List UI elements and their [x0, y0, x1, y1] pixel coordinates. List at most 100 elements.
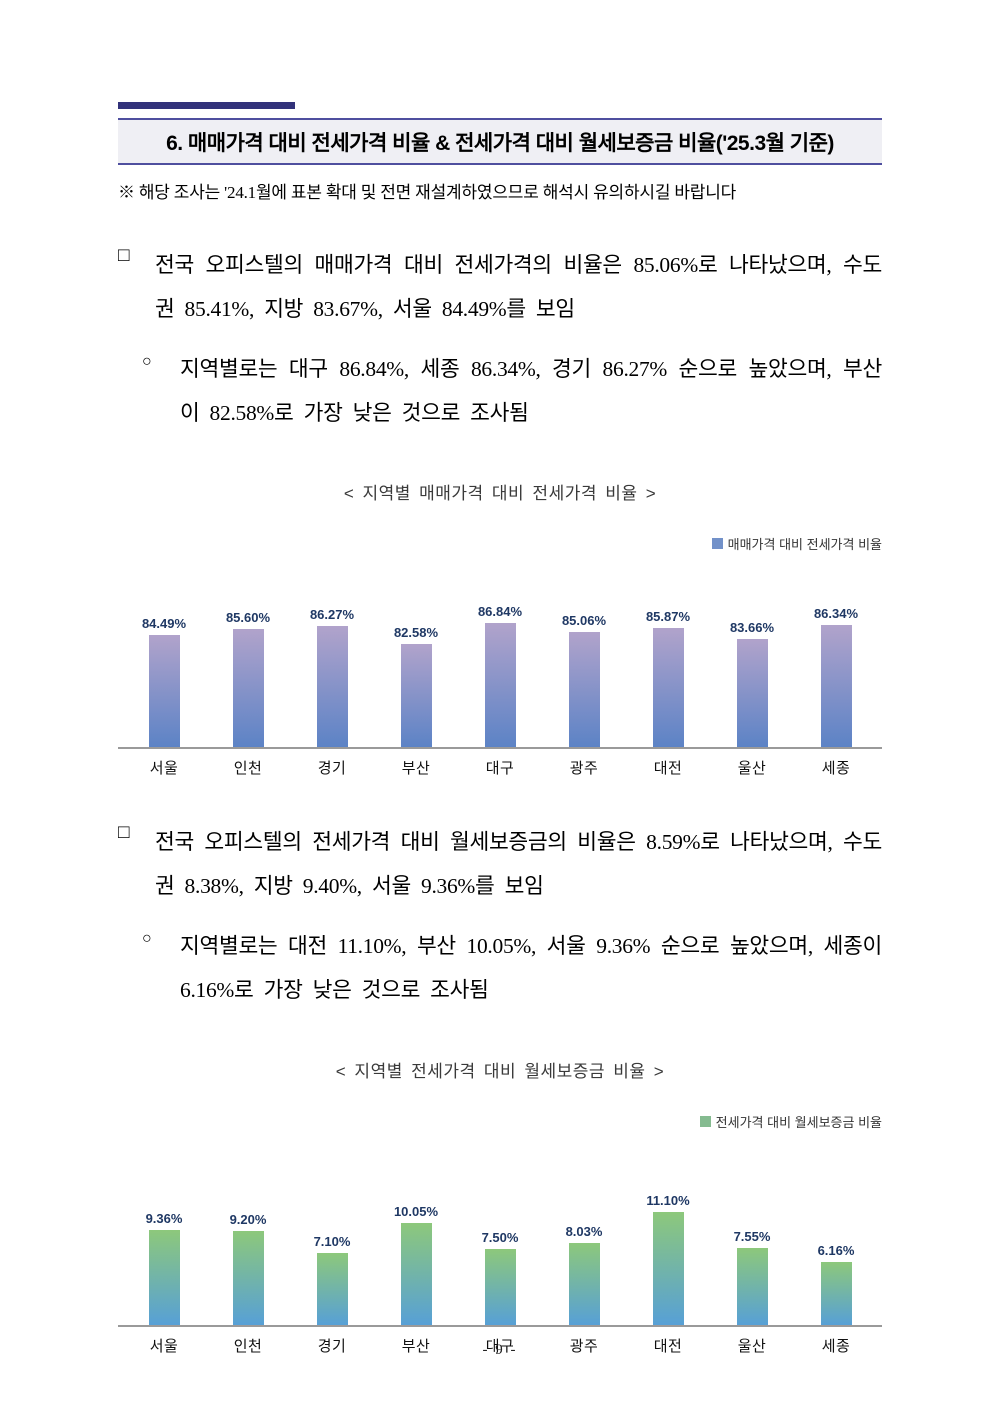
category-label: 울산: [737, 761, 767, 778]
category-label: 대전: [653, 761, 683, 778]
bar: [736, 639, 768, 748]
bar: [484, 1248, 516, 1325]
category-label: 부산: [401, 1338, 431, 1355]
bar: [400, 1222, 432, 1325]
circle-bullet-icon: ○: [142, 930, 152, 948]
x-axis-categories: 서울 인천 경기 부산 대구 광주 대전 울산 세종: [118, 1327, 882, 1356]
bar-column: 85.06%: [544, 613, 624, 748]
subparagraph-sale-vs-jeonse: ○ 지역별로는 대구 86.84%, 세종 86.34%, 경기 86.27% …: [118, 347, 882, 435]
category-label: 세종: [821, 1338, 851, 1355]
bar-column: 86.84%: [460, 604, 540, 748]
section-title: 6. 매매가격 대비 전세가격 비율 & 전세가격 대비 월세보증금 비율('2…: [118, 118, 882, 165]
bar-column: 83.66%: [712, 620, 792, 748]
subparagraph-jeonse-vs-deposit: ○ 지역별로는 대전 11.10%, 부산 10.05%, 서울 9.36% 순…: [118, 924, 882, 1012]
bar-column: 7.50%: [460, 1230, 540, 1325]
bar-column: 85.87%: [628, 609, 708, 748]
subparagraph-text: 지역별로는 대전 11.10%, 부산 10.05%, 서울 9.36% 순으로…: [180, 934, 882, 1003]
bar-column: 84.49%: [124, 616, 204, 748]
bar-column: 82.58%: [376, 625, 456, 748]
bar-column: 7.55%: [712, 1229, 792, 1325]
bar-value-label: 82.58%: [393, 625, 439, 641]
bar-value-label: 8.03%: [565, 1223, 603, 1239]
bar-value-label: 86.27%: [309, 607, 355, 623]
x-axis-line: [118, 1324, 882, 1327]
chart-title: < 지역별 매매가격 대비 전세가격 비율 >: [343, 484, 657, 504]
paragraph-sale-vs-jeonse: □ 전국 오피스텔의 매매가격 대비 전세가격의 비율은 85.06%로 나타났…: [118, 243, 882, 331]
category-label: 인천: [233, 1338, 263, 1355]
category-label: 세종: [821, 761, 851, 778]
bar-value-label: 85.60%: [225, 610, 271, 626]
paragraph-text: 전국 오피스텔의 매매가격 대비 전세가격의 비율은 85.06%로 나타났으며…: [155, 253, 882, 322]
legend-label: 전세가격 대비 월세보증금 비율: [715, 1114, 882, 1130]
bar-value-label: 86.84%: [477, 604, 523, 620]
chart-legend: 매매가격 대비 전세가격 비율: [118, 534, 882, 553]
category-label: 서울: [149, 761, 179, 778]
category-label: 서울: [149, 1338, 179, 1355]
bar-value-label: 83.66%: [729, 620, 775, 636]
bar: [652, 1211, 684, 1325]
bar-column: 86.27%: [292, 607, 372, 748]
bar-value-label: 84.49%: [141, 616, 187, 632]
paragraph-jeonse-vs-deposit: □ 전국 오피스텔의 전세가격 대비 월세보증금의 비율은 8.59%로 나타났…: [118, 820, 882, 908]
square-bullet-icon: □: [118, 822, 130, 844]
bar: [316, 626, 348, 748]
x-axis-categories: 서울 인천 경기 부산 대구 광주 대전 울산 세종: [118, 749, 882, 778]
page-content: 6. 매매가격 대비 전세가격 비율 & 전세가격 대비 월세보증금 비율('2…: [118, 0, 882, 1356]
bar: [232, 629, 264, 748]
bar-value-label: 85.87%: [645, 609, 691, 625]
circle-bullet-icon: ○: [142, 353, 152, 371]
bar-chart-plot: 9.36% 9.20% 7.10% 10.05% 7.50% 8.03% 11.10% 7.5…: [118, 1175, 882, 1325]
bar: [652, 628, 684, 748]
bar: [232, 1230, 264, 1325]
bar: [820, 625, 852, 748]
bar: [568, 1242, 600, 1325]
bar-value-label: 9.36%: [145, 1210, 183, 1226]
bar-value-label: 11.10%: [646, 1192, 690, 1208]
bar: [400, 644, 432, 748]
category-label: 광주: [569, 761, 599, 778]
legend-swatch-icon: [699, 1115, 711, 1127]
bar: [148, 1229, 180, 1325]
page-number: - 9 -: [482, 1342, 518, 1358]
bar-column: 9.36%: [124, 1211, 204, 1325]
subparagraph-text: 지역별로는 대구 86.84%, 세종 86.34%, 경기 86.27% 순으…: [180, 357, 882, 426]
title-accent-bar: [118, 102, 295, 109]
x-axis-line: [118, 747, 882, 750]
category-label: 경기: [317, 761, 347, 778]
bar: [316, 1252, 348, 1325]
paragraph-text: 전국 오피스텔의 전세가격 대비 월세보증금의 비율은 8.59%로 나타났으며…: [155, 830, 882, 899]
category-label: 부산: [401, 761, 431, 778]
category-label: 인천: [233, 761, 263, 778]
legend-label: 매매가격 대비 전세가격 비율: [727, 537, 882, 553]
bar-column: 10.05%: [376, 1204, 456, 1325]
bar-value-label: 10.05%: [393, 1203, 439, 1219]
bar-column: 85.60%: [208, 610, 288, 748]
bar: [568, 632, 600, 748]
bar: [820, 1261, 852, 1325]
bar-value-label: 9.20%: [229, 1211, 267, 1227]
chart-deposit-ratio: < 지역별 전세가격 대비 월세보증금 비율 > 전세가격 대비 월세보증금 비…: [118, 1057, 882, 1356]
bar-column: 8.03%: [544, 1224, 624, 1325]
bar-chart-plot: 84.49% 85.60% 86.27% 82.58% 86.84% 85.06% 85.8…: [118, 597, 882, 748]
chart-legend: 전세가격 대비 월세보증금 비율: [118, 1112, 882, 1131]
bar-value-label: 86.34%: [813, 606, 859, 622]
bar-value-label: 7.50%: [481, 1229, 519, 1245]
bar-value-label: 7.55%: [733, 1228, 771, 1244]
bar: [736, 1247, 768, 1325]
legend-swatch-icon: [711, 538, 723, 550]
bar-value-label: 7.10%: [313, 1233, 351, 1249]
bar: [484, 623, 516, 748]
square-bullet-icon: □: [118, 245, 130, 266]
bar-column: 6.16%: [796, 1243, 876, 1325]
category-label: 대구: [485, 761, 515, 778]
bar-value-label: 6.16%: [817, 1242, 855, 1258]
bar-column: 11.10%: [628, 1193, 708, 1325]
category-label: 울산: [737, 1338, 767, 1355]
bar-value-label: 85.06%: [561, 613, 607, 629]
bar-column: 7.10%: [292, 1234, 372, 1325]
category-label: 광주: [569, 1338, 599, 1355]
category-label: 경기: [317, 1338, 347, 1355]
chart-jeonse-ratio: < 지역별 매매가격 대비 전세가격 비율 > 매매가격 대비 전세가격 비율 …: [118, 479, 882, 778]
chart-title: < 지역별 전세가격 대비 월세보증금 비율 >: [335, 1061, 665, 1081]
